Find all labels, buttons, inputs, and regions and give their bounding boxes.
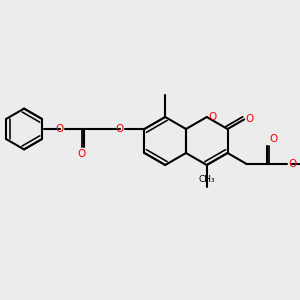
Text: O: O [288, 159, 296, 169]
Text: O: O [116, 124, 124, 134]
Text: O: O [269, 134, 277, 144]
Text: O: O [246, 114, 254, 124]
Text: O: O [208, 112, 217, 122]
Text: O: O [56, 124, 64, 134]
Text: CH₃: CH₃ [199, 175, 215, 184]
Text: O: O [77, 149, 86, 159]
